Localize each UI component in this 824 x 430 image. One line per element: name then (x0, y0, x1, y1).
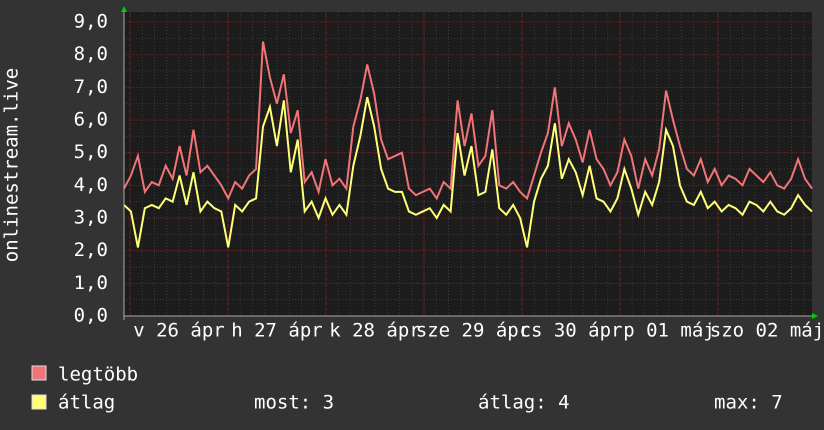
y-tick-label: 6,0 (74, 109, 108, 131)
y-tick-label: 3,0 (74, 207, 108, 229)
x-tick-label: cs 30 ápr (520, 320, 623, 342)
x-tick-label: szo 02 máj (710, 320, 824, 342)
stat-now: most: 3 (254, 392, 334, 414)
x-tick-label: p 01 máj (623, 320, 715, 342)
y-tick-label: 4,0 (74, 174, 108, 196)
axis-arrow (812, 313, 818, 319)
legend-label: átlag (58, 392, 115, 414)
axis-arrow (121, 6, 127, 12)
y-tick-label: 2,0 (74, 239, 108, 261)
stat-max: max: 7 (714, 392, 783, 414)
y-tick-label: 8,0 (74, 43, 108, 65)
y-tick-label: 0,0 (74, 305, 108, 327)
lines (123, 41, 813, 248)
stat-average: átlag: 4 (478, 392, 570, 414)
x-tick-label: h 27 ápr (231, 320, 323, 342)
legend-swatch (31, 394, 47, 410)
y-tick-label: 1,0 (74, 272, 108, 294)
grid (124, 12, 812, 317)
y-tick-label: 7,0 (74, 76, 108, 98)
legend-label: legtöbb (58, 364, 138, 386)
series-line (123, 96, 813, 248)
series-line (123, 41, 813, 201)
y-tick-label: 9,0 (74, 11, 108, 33)
y-axis-label: onlinestream.live (1, 68, 23, 262)
legend-swatch (31, 365, 47, 381)
x-tick-label: k 28 ápr (329, 320, 421, 342)
x-tick-label: v 26 ápr (133, 320, 225, 342)
y-tick-label: 5,0 (74, 141, 108, 163)
x-tick-label: sze 29 ápr (416, 320, 530, 342)
